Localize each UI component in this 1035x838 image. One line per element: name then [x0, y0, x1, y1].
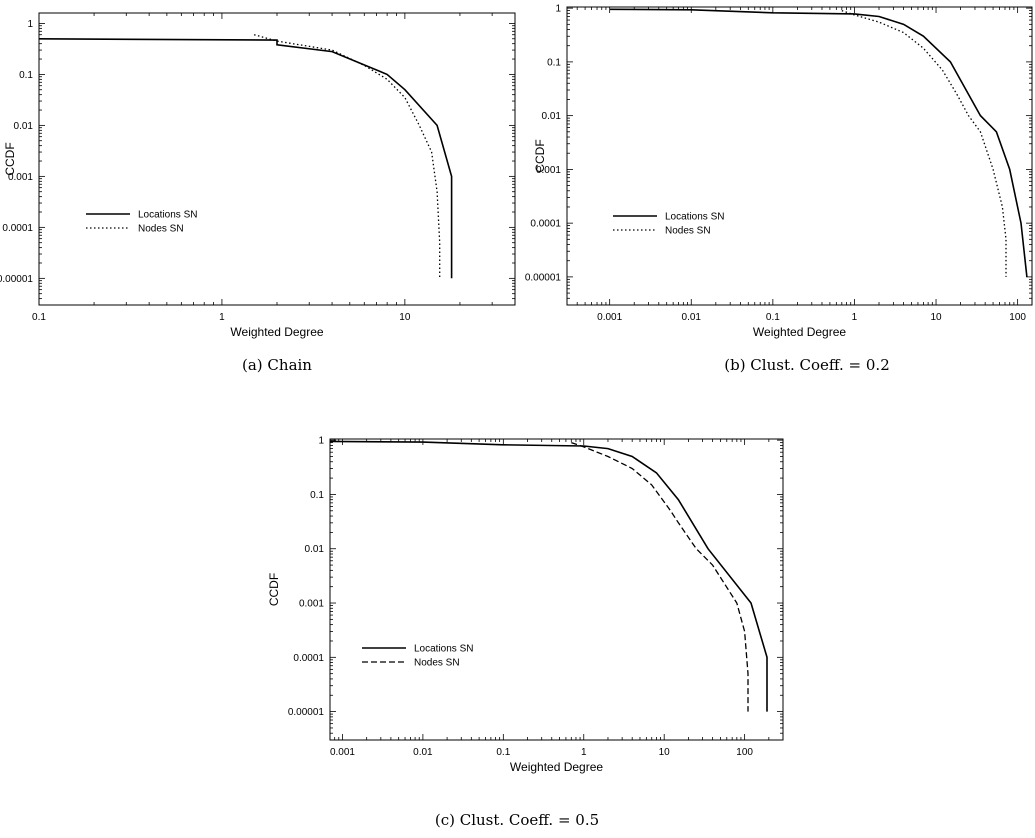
chart-1: 0.1 1 10 1 0.1 0.01 0.001 0.0001 0.00001 Weighted…: [0, 12, 516, 374]
figure-caption: (c) Clust. Coeff. = 0.5: [435, 811, 599, 829]
series-line-locations-sn: [609, 8, 1028, 277]
x-tick-label: 0.01: [682, 312, 702, 323]
x-axis-label: Weighted Degree: [230, 325, 323, 339]
x-tick-label: 1: [581, 747, 587, 758]
y-tick-label: 0.001: [536, 165, 561, 176]
plot-frame: [38, 12, 516, 306]
x-tick-label: 0.1: [32, 312, 46, 323]
figure-caption: (a) Chain: [242, 356, 312, 374]
figure-caption: (b) Clust. Coeff. = 0.2: [724, 356, 890, 374]
series-line-nodes-sn: [253, 34, 441, 279]
x-tick-label: 0.001: [597, 312, 622, 323]
y-tick-label: 0.01: [542, 111, 562, 122]
y-axis-label: CCDF: [267, 573, 281, 606]
x-tick-label: 0.001: [330, 747, 355, 758]
minor-ticks: [566, 7, 1032, 306]
y-axis-label: CCDF: [533, 139, 547, 172]
legend: Locations SN Nodes SN: [362, 644, 473, 669]
series-line-nodes-sn: [841, 9, 1007, 277]
y-tick-label: 0.1: [547, 57, 561, 68]
x-axis-label: Weighted Degree: [510, 760, 603, 774]
legend-label: Nodes SN: [665, 226, 711, 237]
y-tick-label: 0.00001: [0, 274, 33, 285]
y-tick-label: 0.0001: [293, 653, 324, 664]
y-tick-label: 1: [318, 436, 324, 447]
legend-label: Nodes SN: [414, 658, 460, 669]
chart-3: 0.001 0.01 0.1 1 10 100 1 0.1 0.01 0.001 0.0001 0.0…: [267, 436, 784, 829]
y-tick-label: 1: [555, 4, 561, 15]
series-line-locations-sn: [329, 440, 768, 712]
x-tick-label: 0.1: [766, 312, 780, 323]
plot-frame: [329, 438, 784, 741]
legend-label: Locations SN: [665, 212, 724, 223]
y-tick-label: 0.01: [14, 121, 34, 132]
y-tick-label: 0.001: [8, 172, 33, 183]
legend-label: Nodes SN: [138, 224, 184, 235]
y-tick-label: 0.01: [305, 544, 325, 555]
y-tick-label: 1: [27, 19, 33, 30]
legend-label: Locations SN: [414, 644, 473, 655]
x-tick-label: 10: [399, 312, 411, 323]
series-line-locations-sn: [38, 38, 453, 279]
x-tick-label: 10: [930, 312, 942, 323]
y-tick-label: 0.1: [310, 490, 324, 501]
x-tick-label: 100: [1009, 312, 1026, 323]
plot-frame: [566, 6, 1033, 306]
x-axis-label: Weighted Degree: [753, 325, 846, 339]
series-line-nodes-sn: [571, 441, 749, 712]
x-tick-label: 0.1: [496, 747, 510, 758]
legend: Locations SN Nodes SN: [613, 212, 724, 237]
minor-ticks: [38, 13, 516, 306]
x-tick-label: 10: [659, 747, 671, 758]
y-tick-label: 0.001: [299, 599, 324, 610]
minor-ticks: [329, 439, 784, 741]
y-tick-label: 0.1: [19, 70, 33, 81]
y-tick-label: 0.0001: [2, 223, 33, 234]
x-tick-label: 1: [219, 312, 225, 323]
y-tick-label: 0.0001: [530, 219, 561, 230]
chart-2: 0.001 0.01 0.1 1 10 100 1 0.1 0.01 0.001 0.0001 0.0…: [525, 4, 1033, 374]
legend-label: Locations SN: [138, 210, 197, 221]
legend: Locations SN Nodes SN: [86, 210, 197, 235]
y-axis-label: CCDF: [3, 142, 17, 175]
y-tick-label: 0.00001: [525, 272, 562, 283]
x-tick-label: 100: [736, 747, 753, 758]
x-tick-label: 0.01: [413, 747, 433, 758]
x-tick-label: 1: [852, 312, 858, 323]
y-tick-label: 0.00001: [288, 707, 325, 718]
